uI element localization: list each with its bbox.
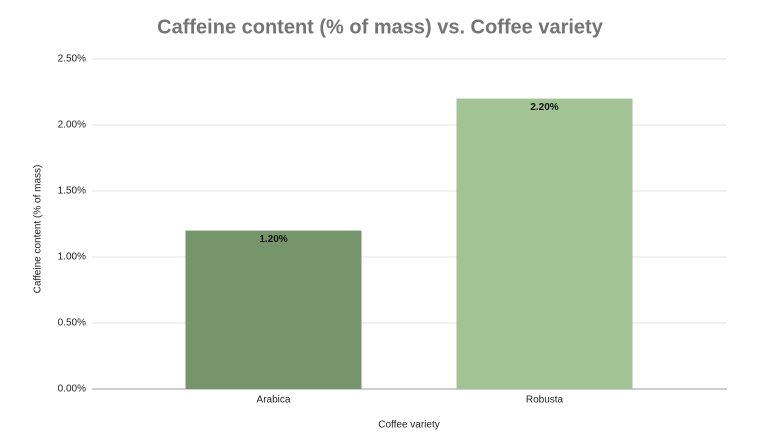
- y-tick-label: 1.50%: [58, 186, 86, 197]
- y-tick-label: 2.00%: [58, 120, 86, 131]
- bar: [185, 230, 362, 389]
- y-axis-title: Caffeine content (% of mass): [33, 165, 44, 294]
- x-tick-label: Robusta: [526, 395, 564, 406]
- x-tick-label: Arabica: [257, 395, 291, 406]
- y-tick-label: 1.00%: [58, 252, 86, 263]
- bar: [456, 98, 633, 389]
- y-tick-label: 0.00%: [58, 384, 86, 395]
- value-label: 1.20%: [259, 234, 287, 245]
- y-tick-label: 2.50%: [58, 54, 86, 65]
- x-axis-title: Coffee variety: [378, 420, 440, 431]
- y-tick-label: 0.50%: [58, 318, 86, 329]
- chart-title: Caffeine content (% of mass) vs. Coffee …: [157, 16, 604, 38]
- value-label: 2.20%: [530, 102, 558, 113]
